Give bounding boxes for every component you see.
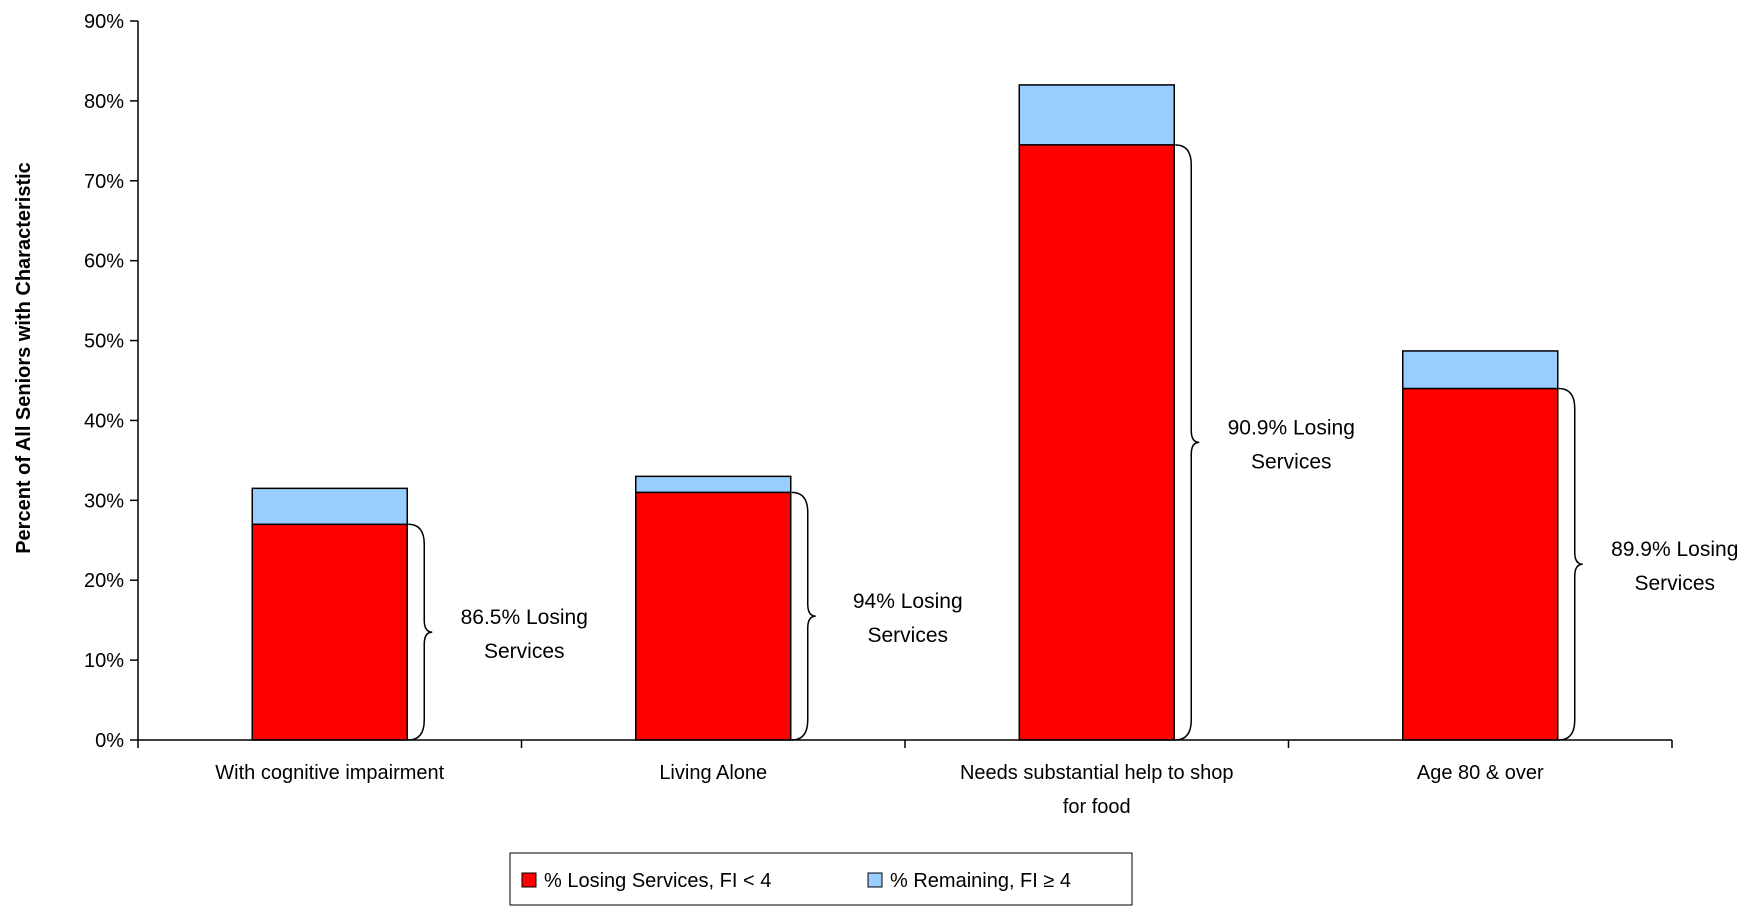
annotation-2-line-1: Services — [1251, 450, 1332, 473]
brace-0 — [408, 523, 433, 741]
annotation-2-line-0: 90.9% Losing — [1228, 416, 1355, 439]
y-tick-label-4: 40% — [84, 410, 124, 432]
y-tick-label-2: 20% — [84, 570, 124, 592]
category-label-0-line-0: With cognitive impairment — [215, 762, 444, 784]
bar-losing-0 — [251, 523, 408, 741]
y-tick-label-6: 60% — [84, 251, 124, 273]
brace-3 — [1558, 387, 1583, 741]
brace-1 — [791, 491, 816, 741]
bar-losing-1 — [635, 491, 792, 741]
legend-box — [509, 852, 1133, 906]
y-tick-label-8: 80% — [84, 91, 124, 113]
axes-group: With cognitive impairment Living Alone Nee… — [84, 11, 1673, 818]
y-tick-label-1: 10% — [84, 650, 124, 672]
legend-label-remaining: % Remaining, FI ≥ 4 — [890, 870, 1071, 892]
bar-remaining-1 — [635, 475, 792, 494]
bar-losing-3 — [1402, 387, 1559, 741]
bar-losing-2 — [1018, 144, 1175, 741]
bars-group — [251, 84, 1559, 741]
bar-remaining-0 — [251, 487, 408, 526]
legend-label-losing: % Losing Services, FI < 4 — [544, 870, 771, 892]
bar-remaining-2 — [1018, 84, 1175, 146]
annotation-0-line-1: Services — [484, 640, 565, 663]
brace-2 — [1175, 144, 1200, 741]
annotation-3-line-1: Services — [1634, 572, 1715, 595]
annotation-3-line-0: 89.9% Losing — [1611, 538, 1738, 561]
annotation-braces: 86.5% Losing Services 94% Losing Services 90… — [408, 144, 1738, 741]
annotation-1-line-0: 94% Losing — [853, 590, 963, 613]
legend: % Losing Services, FI < 4 % Remaining, F… — [509, 852, 1133, 906]
y-tick-label-0: 0% — [95, 730, 124, 752]
bar-remaining-3 — [1402, 350, 1559, 390]
y-tick-label-5: 50% — [84, 331, 124, 353]
y-tick-label-9: 90% — [84, 11, 124, 33]
category-label-2-line-1: for food — [1063, 796, 1131, 818]
category-label-2-line-0: Needs substantial help to shop — [960, 762, 1234, 784]
annotation-0-line-0: 86.5% Losing — [461, 606, 588, 629]
legend-swatch-losing — [521, 872, 537, 888]
category-label-1-line-0: Living Alone — [659, 762, 767, 784]
y-tick-label-3: 30% — [84, 490, 124, 512]
category-label-3-line-0: Age 80 & over — [1417, 762, 1544, 784]
legend-swatch-remaining — [867, 872, 883, 888]
y-axis-label: Percent of All Seniors with Characterist… — [13, 162, 35, 554]
y-tick-label-7: 70% — [84, 171, 124, 193]
annotation-1-line-1: Services — [867, 624, 948, 647]
